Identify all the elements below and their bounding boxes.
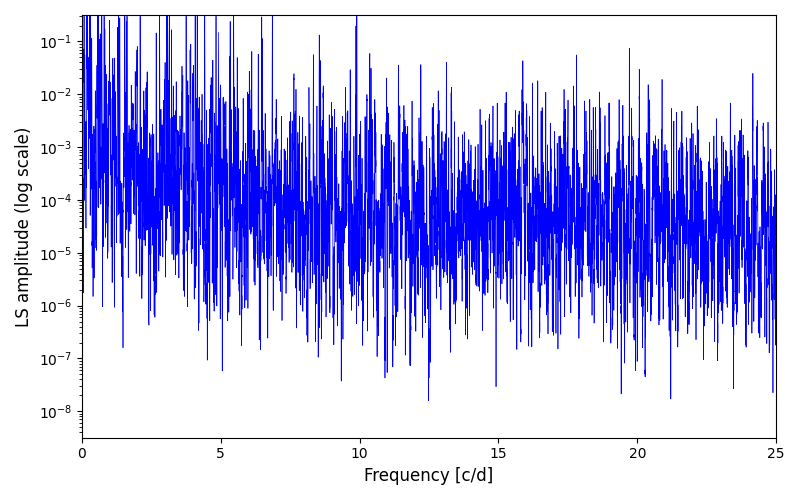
X-axis label: Frequency [c/d]: Frequency [c/d] bbox=[364, 467, 494, 485]
Y-axis label: LS amplitude (log scale): LS amplitude (log scale) bbox=[15, 126, 33, 326]
